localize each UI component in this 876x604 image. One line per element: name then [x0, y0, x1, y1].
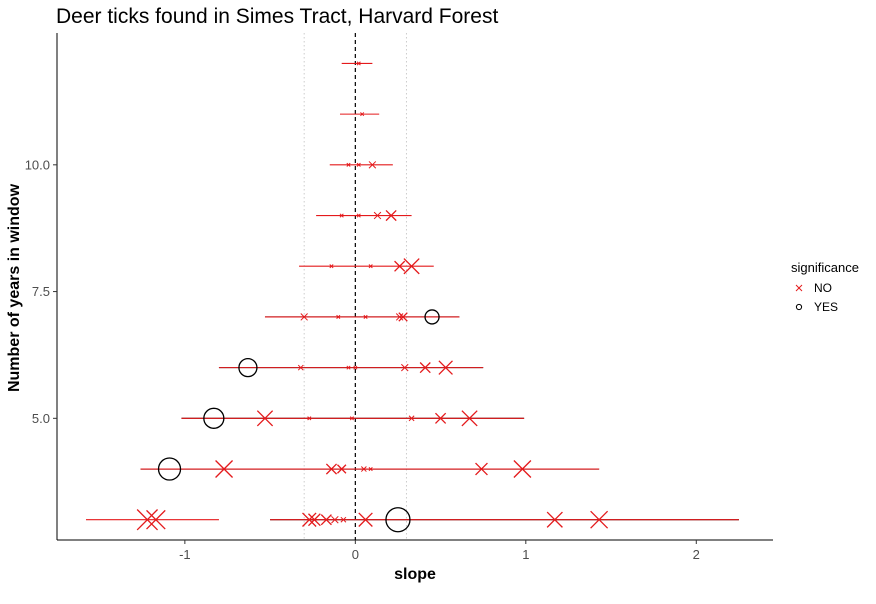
data-point-no: [590, 510, 609, 529]
legend-x-marker: [795, 284, 803, 292]
chart-title: Deer ticks found in Simes Tract, Harvard…: [56, 5, 498, 28]
data-point-no: [336, 314, 341, 319]
data-point-no: [395, 313, 404, 321]
y-tick-label: 7.5: [32, 284, 50, 299]
data-point-no: [136, 509, 159, 531]
legend: significance NO YES: [791, 260, 859, 314]
data-point-no: [408, 415, 415, 422]
data-point-no: [346, 162, 351, 167]
data-point-yes: [203, 407, 225, 429]
data-point-no: [353, 365, 358, 370]
legend-title: significance: [791, 260, 859, 275]
y-tick-label: 5.0: [32, 411, 50, 426]
data-point-no: [340, 516, 347, 523]
data-point-no: [256, 410, 274, 427]
data-point-no: [356, 213, 361, 218]
data-point-no: [325, 463, 338, 475]
data-point-no: [385, 209, 397, 222]
data-point-no: [302, 512, 317, 527]
legend-label-yes: YES: [814, 300, 838, 314]
data-point-yes: [238, 357, 258, 378]
data-point-no: [320, 514, 332, 526]
data-point-no: [356, 61, 361, 66]
x-tick-label: -1: [179, 547, 191, 562]
y-tick-label: 10.0: [25, 157, 50, 172]
data-point-yes: [385, 507, 411, 533]
data-point-no: [346, 365, 351, 370]
x-tick-label: 0: [352, 547, 359, 562]
data-point-no: [297, 364, 304, 371]
legend-key-no: [795, 284, 803, 292]
data-point-no: [398, 312, 408, 322]
data-point-no: [546, 511, 563, 528]
data-point-no: [308, 513, 321, 527]
x-tick-label: 2: [693, 547, 700, 562]
data-point-no: [360, 466, 367, 472]
x-axis-title: slope: [394, 566, 436, 583]
data-point-no: [363, 314, 368, 319]
data-point-no: [339, 213, 344, 218]
data-point-no: [419, 362, 431, 374]
data-point-no: [401, 363, 409, 372]
data-point-no: [146, 509, 166, 530]
data-point-no: [475, 462, 488, 476]
data-point-no: [368, 466, 373, 472]
data-point-no: [394, 260, 406, 272]
data-point-no: [358, 512, 373, 527]
data-point-no: [215, 460, 234, 478]
data-point-yes: [157, 457, 182, 481]
data-point-no: [368, 264, 373, 269]
data-point-no: [307, 416, 312, 421]
legend-key-yes: [795, 303, 803, 311]
data-point-no: [435, 412, 447, 424]
data-point-no: [513, 460, 532, 478]
data-point-yes: [424, 309, 440, 325]
plot-area: -1 0 1 2 5.0 7.5 10.0: [25, 33, 773, 562]
data-point-no: [300, 313, 308, 321]
data-point-no: [356, 162, 361, 167]
data-point-no: [368, 161, 377, 169]
data-point-no: [438, 360, 453, 375]
data-point-no: [360, 112, 365, 117]
y-axis-title: Number of years in window: [6, 183, 23, 392]
x-tick-label: 1: [522, 547, 529, 562]
legend-circle-marker: [795, 303, 803, 311]
legend-label-no: NO: [814, 281, 832, 295]
data-point-no: [373, 211, 382, 220]
data-point-no: [349, 416, 354, 421]
data-point-no: [403, 258, 420, 275]
data-point-no: [331, 515, 339, 524]
data-point-no: [336, 464, 347, 474]
data-point-no: [329, 264, 334, 269]
data-point-no: [461, 410, 478, 427]
